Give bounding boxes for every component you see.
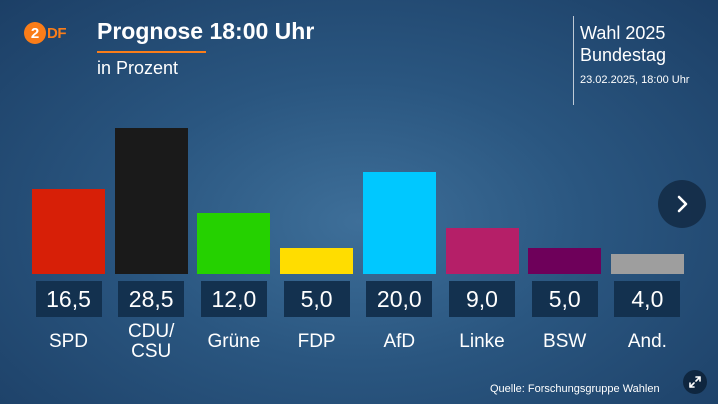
bar-2 xyxy=(197,212,271,274)
chart-title: Prognose 18:00 Uhr xyxy=(97,18,315,44)
bar-3 xyxy=(280,248,354,274)
party-label: FDP xyxy=(297,331,336,352)
value-label: 12,0 xyxy=(200,281,267,317)
value-label: 20,0 xyxy=(366,281,433,317)
party-label: And. xyxy=(627,331,667,352)
next-button[interactable] xyxy=(658,180,706,228)
source-note: Quelle: Forschungsgruppe Wahlen xyxy=(490,383,660,395)
header-divider xyxy=(573,16,574,105)
bar-6 xyxy=(528,248,602,274)
value-label: 9,0 xyxy=(449,281,515,317)
election-date: 23.02.2025, 18:00 Uhr xyxy=(580,74,690,86)
party-label: SPD xyxy=(48,331,89,352)
value-label: 5,0 xyxy=(283,281,350,317)
election-body: Bundestag xyxy=(580,45,667,65)
bar-7 xyxy=(610,253,684,274)
election-title: Wahl 2025 xyxy=(580,23,666,43)
party-label: Grüne xyxy=(207,331,261,352)
bar-1 xyxy=(114,128,188,274)
zdf-logo-text: DF xyxy=(47,25,67,42)
title-underline xyxy=(97,51,206,53)
zdf-logo-mark: 2 xyxy=(24,22,46,44)
party-label: AfD xyxy=(383,331,416,352)
zdf-logo: 2 DF xyxy=(24,22,72,46)
expand-button[interactable] xyxy=(683,370,707,394)
value-label: 5,0 xyxy=(531,281,598,317)
bar-0 xyxy=(32,189,105,274)
party-label: CDU/ CSU xyxy=(127,321,175,362)
bar-4 xyxy=(362,171,436,274)
value-label: 16,5 xyxy=(35,281,102,317)
chevron-right-icon xyxy=(677,195,688,213)
chart-subtitle: in Prozent xyxy=(97,58,179,78)
election-info: Wahl 2025 Bundestag xyxy=(580,22,666,66)
bar-5 xyxy=(445,227,519,274)
value-label: 28,5 xyxy=(118,281,185,317)
party-label: BSW xyxy=(543,331,587,352)
party-label: Linke xyxy=(459,331,505,352)
value-label: 4,0 xyxy=(614,281,681,317)
expand-icon xyxy=(689,376,701,388)
